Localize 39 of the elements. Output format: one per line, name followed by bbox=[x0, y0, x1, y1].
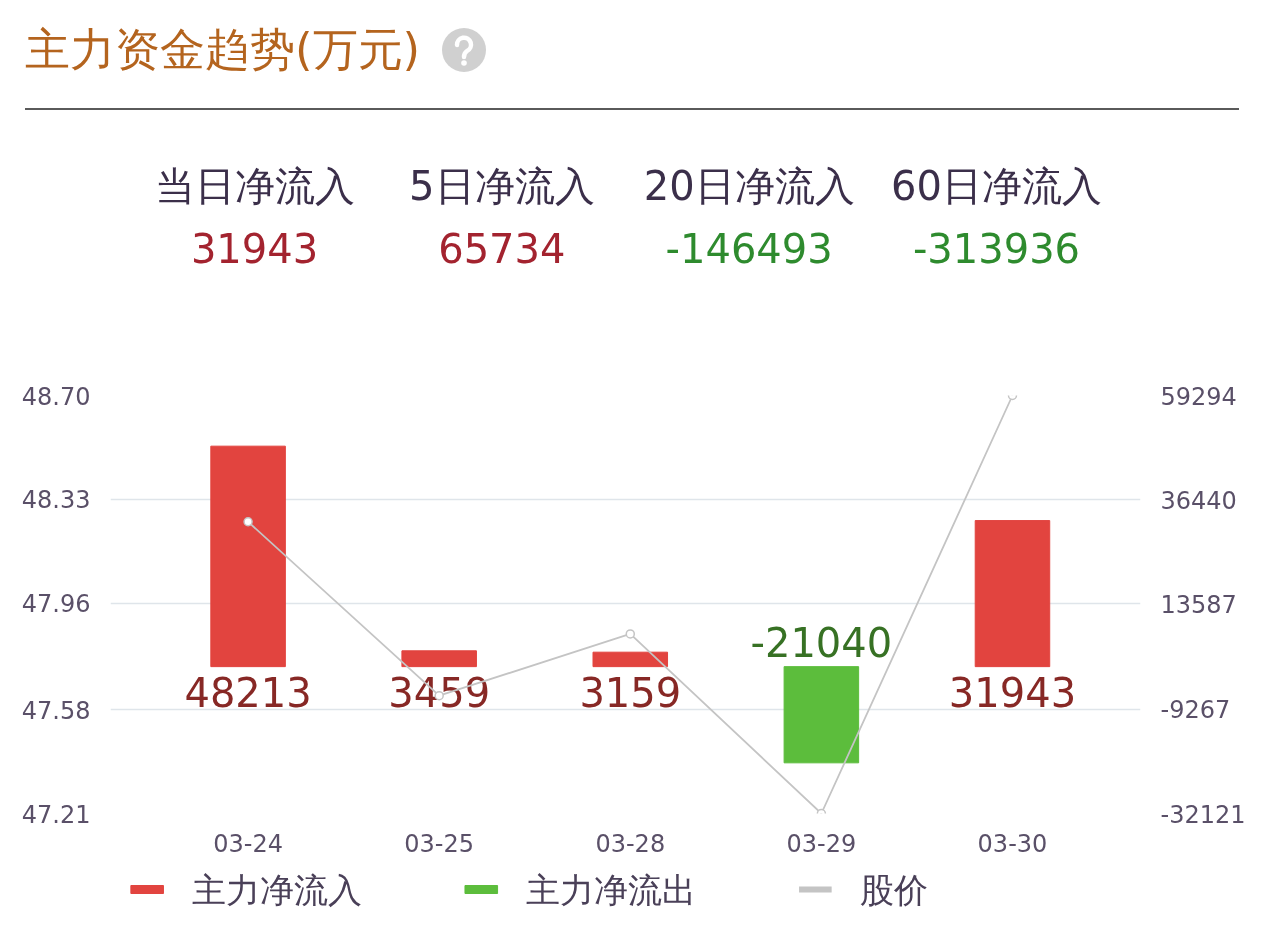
y2-tick-label: -9267 bbox=[1160, 696, 1231, 724]
legend-label: 主力净流入 bbox=[191, 869, 362, 910]
bar bbox=[210, 445, 286, 668]
category-label: 当日净流入 bbox=[154, 162, 355, 209]
y-tick-label: 47.21 bbox=[21, 800, 91, 829]
x-tick-label: 03-29 bbox=[786, 829, 857, 858]
legend-label: 主力净流出 bbox=[526, 869, 697, 910]
bar bbox=[974, 520, 1051, 668]
data-label: 31943 bbox=[948, 669, 1077, 716]
data-label: -313936 bbox=[912, 225, 1081, 272]
data-label: 65734 bbox=[438, 225, 566, 272]
y2-tick-label: -32121 bbox=[1160, 800, 1246, 829]
data-label: 48213 bbox=[184, 669, 312, 716]
bar bbox=[592, 651, 669, 668]
point bbox=[625, 629, 636, 639]
x-tick-label: 03-25 bbox=[404, 829, 475, 858]
x-tick-label: 03-28 bbox=[595, 829, 666, 858]
legend-label: 股价 bbox=[860, 869, 929, 910]
data-label: -21040 bbox=[750, 619, 893, 666]
y2-tick-label: 36440 bbox=[1160, 487, 1237, 515]
y-tick-label: 47.96 bbox=[21, 590, 91, 619]
y2-tick-label: 13587 bbox=[1160, 591, 1237, 620]
data-label: 3459 bbox=[388, 669, 491, 716]
category-label: 60日净流入 bbox=[891, 162, 1102, 209]
bar bbox=[401, 650, 477, 668]
data-label: 3159 bbox=[579, 669, 682, 716]
y2-tick-label: 59294 bbox=[1160, 382, 1237, 411]
text: 主力资金趋势(万元) bbox=[25, 23, 421, 76]
data-label: 31943 bbox=[190, 225, 319, 272]
x-tick-label: 03-30 bbox=[977, 829, 1048, 858]
y-tick-label: 48.70 bbox=[21, 382, 91, 411]
y-tick-label: 48.33 bbox=[21, 486, 91, 515]
x-tick-label: 03-24 bbox=[213, 829, 283, 858]
category-label: 5日净流入 bbox=[409, 162, 595, 209]
point bbox=[243, 517, 253, 527]
y-tick-label: 47.58 bbox=[21, 696, 91, 725]
bar bbox=[783, 666, 860, 764]
data-label: -146493 bbox=[665, 225, 833, 272]
category-label: 20日净流入 bbox=[643, 162, 855, 209]
